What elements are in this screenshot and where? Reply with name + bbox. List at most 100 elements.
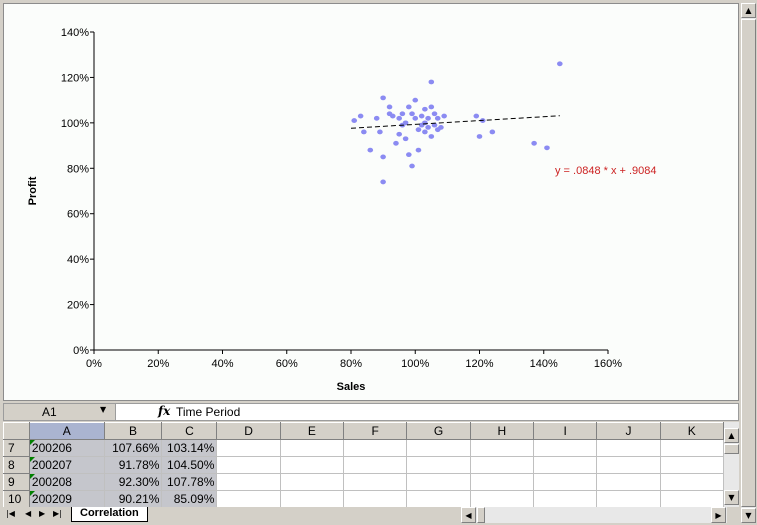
column-header-a[interactable]: A [28, 422, 105, 440]
cell-c[interactable]: 85.09% [161, 490, 218, 507]
cell-empty[interactable] [279, 439, 345, 457]
name-box[interactable]: A1 ▼ [4, 404, 116, 420]
cell-empty[interactable] [659, 456, 724, 474]
cell-a[interactable]: 200208 [28, 473, 105, 491]
scroll-down-icon[interactable]: ▼ [741, 508, 756, 523]
column-header-e[interactable]: E [279, 422, 345, 440]
cell-empty[interactable] [279, 456, 345, 474]
cell-a[interactable]: 200207 [28, 456, 105, 474]
horizontal-scrollbar[interactable]: ◀ ▶ [461, 507, 727, 523]
row-header[interactable]: 7 [3, 439, 30, 457]
data-point [351, 118, 358, 123]
cell-empty[interactable] [343, 439, 408, 457]
cell-empty[interactable] [596, 456, 661, 474]
scroll-up-icon[interactable]: ▲ [724, 428, 739, 443]
chevron-down-icon[interactable]: ▼ [100, 405, 107, 414]
cell-empty[interactable] [216, 439, 281, 457]
scroll-left-icon[interactable]: ◀ [461, 507, 476, 523]
cell-c[interactable]: 104.50% [161, 456, 218, 474]
sheet-tab-correlation[interactable]: Correlation [71, 507, 148, 522]
cell-empty[interactable] [533, 456, 598, 474]
column-header-f[interactable]: F [343, 422, 408, 440]
cell-empty[interactable] [659, 473, 724, 491]
y-tick-label: 0% [73, 345, 89, 357]
cell-b[interactable]: 92.30% [103, 473, 163, 491]
cell-a[interactable]: 200209 [28, 490, 105, 507]
cell-empty[interactable] [533, 490, 598, 507]
last-sheet-icon[interactable]: ▶| [53, 509, 62, 518]
function-icon[interactable]: fx [158, 404, 171, 418]
scrollbar-thumb[interactable] [477, 507, 485, 523]
column-header-k[interactable]: K [659, 422, 724, 440]
column-header-b[interactable]: B [103, 422, 163, 440]
x-tick-label: 40% [211, 358, 233, 370]
data-point [396, 115, 402, 121]
cell-b[interactable]: 107.66% [103, 439, 163, 457]
cell-b[interactable]: 91.78% [103, 456, 163, 474]
cell-empty[interactable] [279, 473, 345, 491]
data-point [406, 152, 412, 158]
x-tick-label: 60% [276, 358, 298, 370]
column-header-c[interactable]: C [161, 422, 218, 440]
first-sheet-icon[interactable]: |◀ [6, 509, 15, 518]
chart-area: 0% 20% 40% 60% 80% 100% 120% 140% 160% 0% 20% 40% 60… [3, 3, 739, 401]
cell-c[interactable]: 103.14% [161, 439, 218, 457]
cell-empty[interactable] [343, 473, 408, 491]
data-point [425, 125, 431, 130]
data-point [373, 115, 380, 121]
row-header[interactable]: 10 [3, 490, 30, 507]
cell-empty[interactable] [659, 439, 724, 457]
cell-empty[interactable] [596, 439, 661, 457]
cell-b[interactable]: 90.21% [103, 490, 163, 507]
cell-empty[interactable] [533, 439, 598, 457]
scroll-right-icon[interactable]: ▶ [711, 507, 726, 523]
column-header-j[interactable]: J [596, 422, 661, 440]
row-header[interactable]: 8 [3, 456, 30, 474]
cell-empty[interactable] [596, 490, 661, 507]
grid-vertical-scrollbar[interactable]: ▲ ▼ [724, 422, 739, 507]
scroll-up-icon[interactable]: ▲ [741, 3, 756, 18]
cell-empty[interactable] [533, 473, 598, 491]
scroll-down-icon[interactable]: ▼ [724, 490, 739, 505]
cell-empty[interactable] [406, 490, 471, 507]
cell-text: 200207 [31, 458, 72, 472]
data-point [473, 113, 480, 119]
table-row: 7 200206 107.66% 103.14% [3, 439, 724, 457]
prev-sheet-icon[interactable]: ◀ [25, 509, 32, 518]
data-point [380, 95, 386, 101]
cell-empty[interactable] [596, 473, 661, 491]
column-header-d[interactable]: D [216, 422, 281, 440]
data-point [406, 104, 412, 110]
data-point [380, 179, 386, 185]
scrollbar-thumb[interactable] [724, 444, 739, 454]
cell-empty[interactable] [469, 473, 535, 491]
scrollbar-thumb[interactable] [741, 19, 756, 507]
column-header-i[interactable]: I [533, 422, 598, 440]
window-vertical-scrollbar[interactable]: ▲ ▼ [741, 3, 756, 523]
select-all-corner[interactable] [3, 422, 30, 440]
cell-empty[interactable] [406, 473, 471, 491]
cell-c[interactable]: 107.78% [161, 473, 218, 491]
cell-empty[interactable] [279, 490, 345, 507]
cell-empty[interactable] [469, 490, 535, 507]
cell-empty[interactable] [406, 439, 471, 457]
column-header-g[interactable]: G [406, 422, 471, 440]
cell-empty[interactable] [406, 456, 471, 474]
y-tick-label: 120% [61, 72, 89, 84]
row-header[interactable]: 9 [3, 473, 30, 491]
cell-empty[interactable] [469, 456, 535, 474]
cell-empty[interactable] [659, 490, 724, 507]
next-sheet-icon[interactable]: ▶ [39, 509, 46, 518]
formula-input[interactable]: Time Period [176, 405, 241, 419]
cell-empty[interactable] [216, 456, 281, 474]
data-point [431, 122, 438, 128]
data-point [422, 106, 428, 112]
cell-empty[interactable] [469, 439, 535, 457]
column-header-h[interactable]: H [469, 422, 535, 440]
cell-empty[interactable] [343, 490, 408, 507]
cell-empty[interactable] [343, 456, 408, 474]
cell-a[interactable]: 200206 [28, 439, 105, 457]
cell-empty[interactable] [216, 473, 281, 491]
name-box-value: A1 [42, 405, 57, 419]
cell-empty[interactable] [216, 490, 281, 507]
